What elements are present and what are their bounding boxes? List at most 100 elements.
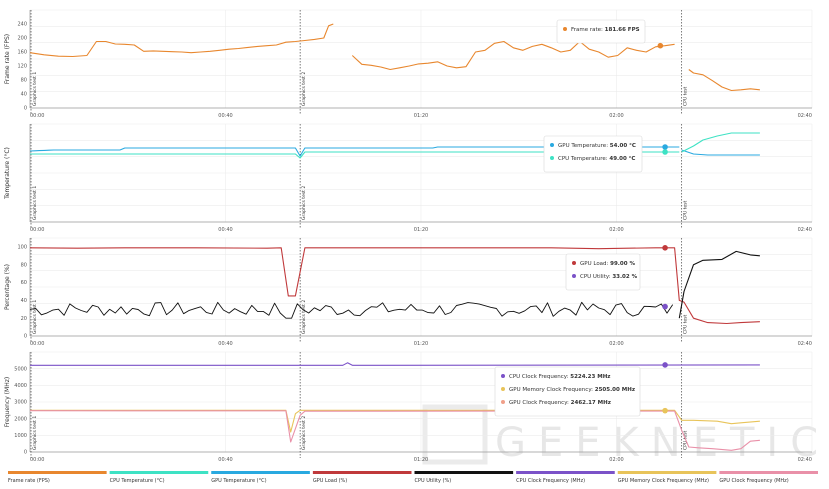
x-tick-label: 01:20: [414, 341, 428, 347]
test-marker-label: Graphics test 2: [301, 300, 307, 334]
series-gpu-temperature-cpu: [681, 149, 760, 156]
panel-3: 00:00 00:40 01:20 02:00 02:40 Percentage (%) 0…: [4, 237, 813, 347]
tooltip: [565, 253, 641, 291]
test-marker-label: CPU test: [683, 87, 689, 106]
legend-label: GPU Memory Clock Frequency (MHz): [618, 478, 709, 484]
test-marker-label: Graphics test 2: [301, 72, 307, 106]
panel-4: 00:00 00:40 01:20 02:00 02:40 Frequency (MHz)…: [4, 351, 813, 463]
x-tick-label: 01:20: [414, 227, 428, 233]
x-tick-label: 00:40: [218, 457, 232, 463]
tooltip: [494, 366, 641, 417]
x-tick-label: 00:00: [30, 341, 44, 347]
test-marker-label: Graphics test 1: [32, 300, 38, 334]
tooltip-label: GPU Clock Frequency: 2462.17 MHz: [509, 400, 611, 406]
y-tick-label: 100: [17, 245, 27, 251]
tooltip: [556, 19, 646, 44]
tooltip-swatch: [501, 400, 505, 404]
legend-label: CPU Utility (%): [415, 478, 452, 484]
y-tick-label: 1000: [14, 433, 27, 439]
x-tick-label: 02:40: [798, 341, 812, 347]
frame-rate-point: [657, 42, 664, 49]
y-tick-label: 80: [21, 262, 27, 268]
series-frame-rate: [29, 23, 675, 71]
legend-label: GPU Clock Frequency (MHz): [719, 478, 788, 484]
y-tick-label: 80: [21, 78, 27, 84]
cpu-utility-point: [662, 303, 668, 310]
y-tick-label: 160: [17, 50, 27, 56]
test-marker-label: Graphics test 1: [32, 416, 38, 450]
legend-swatch: [211, 471, 310, 474]
series-gpu-memory-clock: [30, 409, 760, 433]
watermark-text: GEEKNETIC: [495, 420, 829, 466]
watermark: GEEKNETIC: [422, 404, 829, 466]
test-marker-label: CPU test: [683, 315, 689, 334]
y-tick-label: 5000: [14, 366, 27, 372]
y-tick-label: 200: [17, 36, 27, 42]
panel-2: 00:00 00:40 01:20 02:00 02:40 Temperature (°C…: [4, 123, 813, 233]
legend-label: Frame rate (FPS): [8, 478, 50, 484]
y-tick-label: 240: [17, 22, 27, 28]
tooltip-swatch: [550, 143, 554, 147]
tooltip-value: 2505.00 MHz: [595, 387, 635, 393]
y-tick-label: 0: [24, 106, 27, 112]
x-tick-label: 02:40: [798, 457, 812, 463]
tooltip-value: 49.00 °C: [609, 156, 635, 162]
test-marker-label: CPU test: [683, 201, 689, 220]
test-marker-label: Graphics test 1: [32, 72, 38, 106]
x-tick-label: 02:00: [609, 227, 623, 233]
tooltip-label: Frame rate: 181.66 FPS: [571, 27, 640, 33]
series-cpu-utility-cpu: [678, 250, 760, 319]
tooltip-value: 99.00 %: [610, 261, 635, 267]
legend-label: CPU Clock Frequency (MHz): [516, 478, 585, 484]
x-tick-label: 02:40: [798, 227, 812, 233]
test-marker-label: Graphics test 2: [301, 416, 307, 450]
series-cpu-utility: [29, 301, 674, 319]
x-tick-label: 02:00: [609, 341, 623, 347]
legend-swatch: [312, 471, 412, 474]
legend-swatch: [414, 471, 514, 474]
y-tick-label: 40: [21, 92, 27, 98]
legend-swatch: [617, 471, 717, 474]
y-axis-label: Percentage (%): [4, 264, 11, 310]
y-tick-label: 40: [21, 298, 27, 304]
tooltip-swatch: [550, 156, 554, 160]
cpu-temperature-point: [662, 149, 668, 155]
legend-swatch: [719, 471, 818, 474]
y-tick-label: 0: [24, 334, 27, 340]
legend-swatch: [516, 471, 615, 474]
x-tick-label: 00:00: [30, 227, 44, 233]
legend-label: GPU Temperature (°C): [211, 478, 266, 484]
y-tick-label: 0: [24, 450, 27, 456]
x-tick-label: 01:20: [414, 113, 428, 119]
tooltip-value: 33.02 %: [612, 274, 637, 280]
y-tick-label: 2000: [14, 416, 27, 422]
y-axis-label: Temperature (°C): [4, 147, 11, 200]
x-tick-label: 01:20: [414, 457, 428, 463]
x-tick-label: 00:40: [218, 227, 232, 233]
tooltip-label: CPU Temperature: 49.00 °C: [558, 156, 635, 162]
tooltip-value: 54.00 °C: [610, 143, 636, 149]
x-tick-label: 00:40: [218, 341, 232, 347]
series-frame-rate-cpu: [688, 69, 760, 92]
gpu-load-point: [662, 245, 668, 251]
legend-label: CPU Temperature (°C): [110, 478, 165, 484]
y-tick-label: 60: [21, 280, 27, 286]
y-tick-label: 20: [21, 316, 27, 322]
tooltip-swatch: [572, 261, 576, 265]
tooltip-value: 5224.23 MHz: [570, 374, 610, 380]
panel-1: 00:00 00:40 01:20 02:00 02:40 Frame rate (FPS…: [4, 9, 813, 119]
tooltip-swatch: [563, 27, 567, 31]
x-tick-label: 00:00: [30, 113, 44, 119]
x-tick-label: 02:00: [609, 113, 623, 119]
series-gpu-clock: [29, 410, 760, 451]
test-marker-label: Graphics test 2: [301, 186, 307, 220]
tooltip-value: 2462.17 MHz: [571, 400, 611, 406]
legend-swatch: [8, 471, 107, 474]
x-tick-label: 00:00: [30, 457, 44, 463]
tooltip-value: 181.66 FPS: [605, 27, 640, 33]
gpu-clock-point: [662, 407, 668, 414]
tooltip-swatch: [501, 374, 505, 378]
tooltip-label: GPU Temperature: 54.00 °C: [558, 143, 636, 149]
y-axis-label: Frame rate (FPS): [4, 34, 11, 84]
